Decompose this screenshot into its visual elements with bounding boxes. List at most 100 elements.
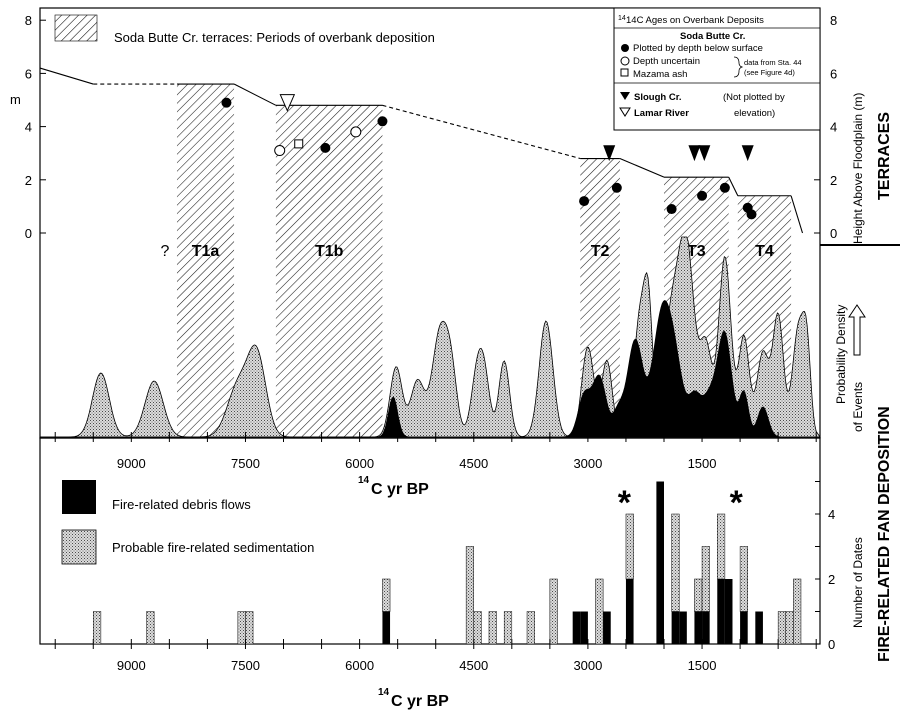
age-filled-triangle: [698, 145, 711, 162]
age-filled-triangle: [741, 145, 754, 162]
age-key-title-sup: 14: [618, 15, 626, 22]
surface-profile-segment: [39, 67, 94, 85]
age-filled-circle: [579, 196, 590, 207]
legend-fire-swatch: [62, 480, 96, 514]
left-axis-tick-label: 8: [25, 13, 32, 28]
fire-bar: [702, 611, 710, 644]
key-filled-triangle-icon: [620, 92, 630, 100]
hatch-legend-swatch: [54, 14, 98, 42]
legend-probable-label: Probable fire-related sedimentation: [112, 540, 314, 555]
age-filled-circle: [746, 209, 757, 220]
up-arrow-icon: [848, 304, 866, 356]
probable-bar: [671, 513, 680, 612]
surface-profile-segment: [790, 195, 804, 234]
probable-bar: [245, 611, 254, 645]
surface-profile-segment: [382, 104, 581, 160]
key-brace: [733, 56, 744, 78]
fire-bar: [572, 611, 581, 644]
density-probable: [40, 236, 821, 438]
bottom-x-tick-label: 3000: [573, 658, 602, 673]
age-key-note-2: (see Figure 4d): [744, 68, 795, 77]
age-filled-triangle: [603, 145, 616, 162]
middle-x-tick-label: 7500: [231, 456, 260, 471]
age-open-circle: [350, 126, 362, 138]
probable-bar: [694, 578, 703, 612]
right-axis-tick-label: 2: [830, 173, 837, 188]
right-axis-tick-label: 6: [830, 66, 837, 81]
count-axis-tick-label: 4: [828, 507, 835, 522]
age-key-title: 14C Ages on Overbank Deposits: [626, 15, 764, 26]
middle-x-tick-label: 4500: [459, 456, 488, 471]
fire-bar: [717, 579, 725, 644]
terrace-label-T4: T4: [755, 243, 774, 260]
probable-bar: [382, 578, 391, 612]
age-filled-circle: [719, 182, 730, 193]
bottom-xlabel: C yr BP: [391, 693, 449, 710]
bottom-x-tick-label: 6000: [345, 658, 374, 673]
terrace-block-T1a: [176, 84, 235, 437]
fire-bar: [382, 611, 391, 644]
terrace-question-mark: ?: [161, 243, 170, 260]
surface-profile-segment: [728, 176, 739, 197]
right-axis-tick-label: 0: [830, 226, 837, 241]
top-left-unit-label: m: [10, 92, 21, 107]
fire-bar: [679, 611, 687, 644]
middle-x-tick-label: 6000: [345, 456, 374, 471]
age-filled-triangle: [688, 145, 701, 162]
probable-bar: [488, 611, 497, 645]
legend-fire-label: Fire-related debris flows: [112, 497, 251, 512]
probable-bar: [93, 611, 102, 645]
legend-probable-swatch: [61, 529, 97, 565]
key-filled-circle-icon: [621, 44, 629, 52]
bottom-x-tick-label: 9000: [117, 658, 146, 673]
age-filled-circle: [611, 182, 622, 193]
age-key-note-1: data from Sta. 44: [744, 58, 802, 67]
age-open-square: [294, 139, 304, 149]
terrace-label-T2: T2: [591, 243, 610, 260]
fire-bar: [625, 579, 634, 644]
age-key-not-plotted-2: elevation): [734, 108, 775, 119]
probable-bar: [777, 611, 787, 645]
age-key-plotted: Plotted by depth below surface: [633, 43, 763, 54]
age-open-triangle: [279, 94, 296, 112]
probable-bar: [465, 546, 475, 645]
age-key-mazama: Mazama ash: [633, 69, 687, 80]
bars-layer: * *: [93, 481, 802, 645]
asterisk: *: [730, 484, 744, 522]
probable-bar: [526, 611, 535, 645]
fire-bar: [694, 611, 703, 644]
terrace-label-T1b: T1b: [315, 243, 344, 260]
bottom-x-tick-label: 7500: [231, 658, 260, 673]
fire-bar: [603, 611, 611, 644]
bottom-x-tick-label: 1500: [688, 658, 717, 673]
left-axis-tick-label: 4: [25, 120, 32, 135]
age-filled-circle: [377, 116, 388, 127]
count-axis-tick-label: 2: [828, 572, 835, 587]
age-filled-circle: [666, 204, 677, 215]
age-filled-circle: [697, 190, 708, 201]
age-key-soda-butte: Soda Butte Cr.: [680, 31, 745, 42]
dates-right-axis-label: Number of Dates: [851, 537, 865, 628]
age-key-depth-uncertain: Depth uncertain: [633, 56, 700, 67]
middle-x-tick-label: 1500: [688, 456, 717, 471]
age-key-lamar: Lamar River: [634, 108, 689, 119]
terrace-block-T1b: [275, 105, 383, 437]
fire-bar: [724, 579, 733, 644]
middle-xlabel: C yr BP: [371, 481, 429, 498]
key-open-square-icon: [620, 68, 629, 77]
probable-bar: [237, 611, 246, 645]
key-open-triangle-icon: [619, 107, 631, 117]
asterisk: *: [618, 484, 632, 522]
hatch-legend-label: Soda Butte Cr. terraces: Periods of over…: [114, 30, 435, 45]
right-axis-tick-label: 8: [830, 13, 837, 28]
age-filled-circle: [221, 97, 232, 108]
age-key-slough: Slough Cr.: [634, 92, 682, 103]
left-axis-tick-label: 2: [25, 173, 32, 188]
probable-bar: [785, 611, 794, 645]
probable-bar: [146, 611, 155, 645]
density-right-axis-label-1: Probability Density: [834, 305, 848, 404]
count-axis-tick-label: 0: [828, 637, 835, 652]
surface-profile-segment: [619, 158, 665, 178]
age-open-circle: [274, 145, 286, 157]
